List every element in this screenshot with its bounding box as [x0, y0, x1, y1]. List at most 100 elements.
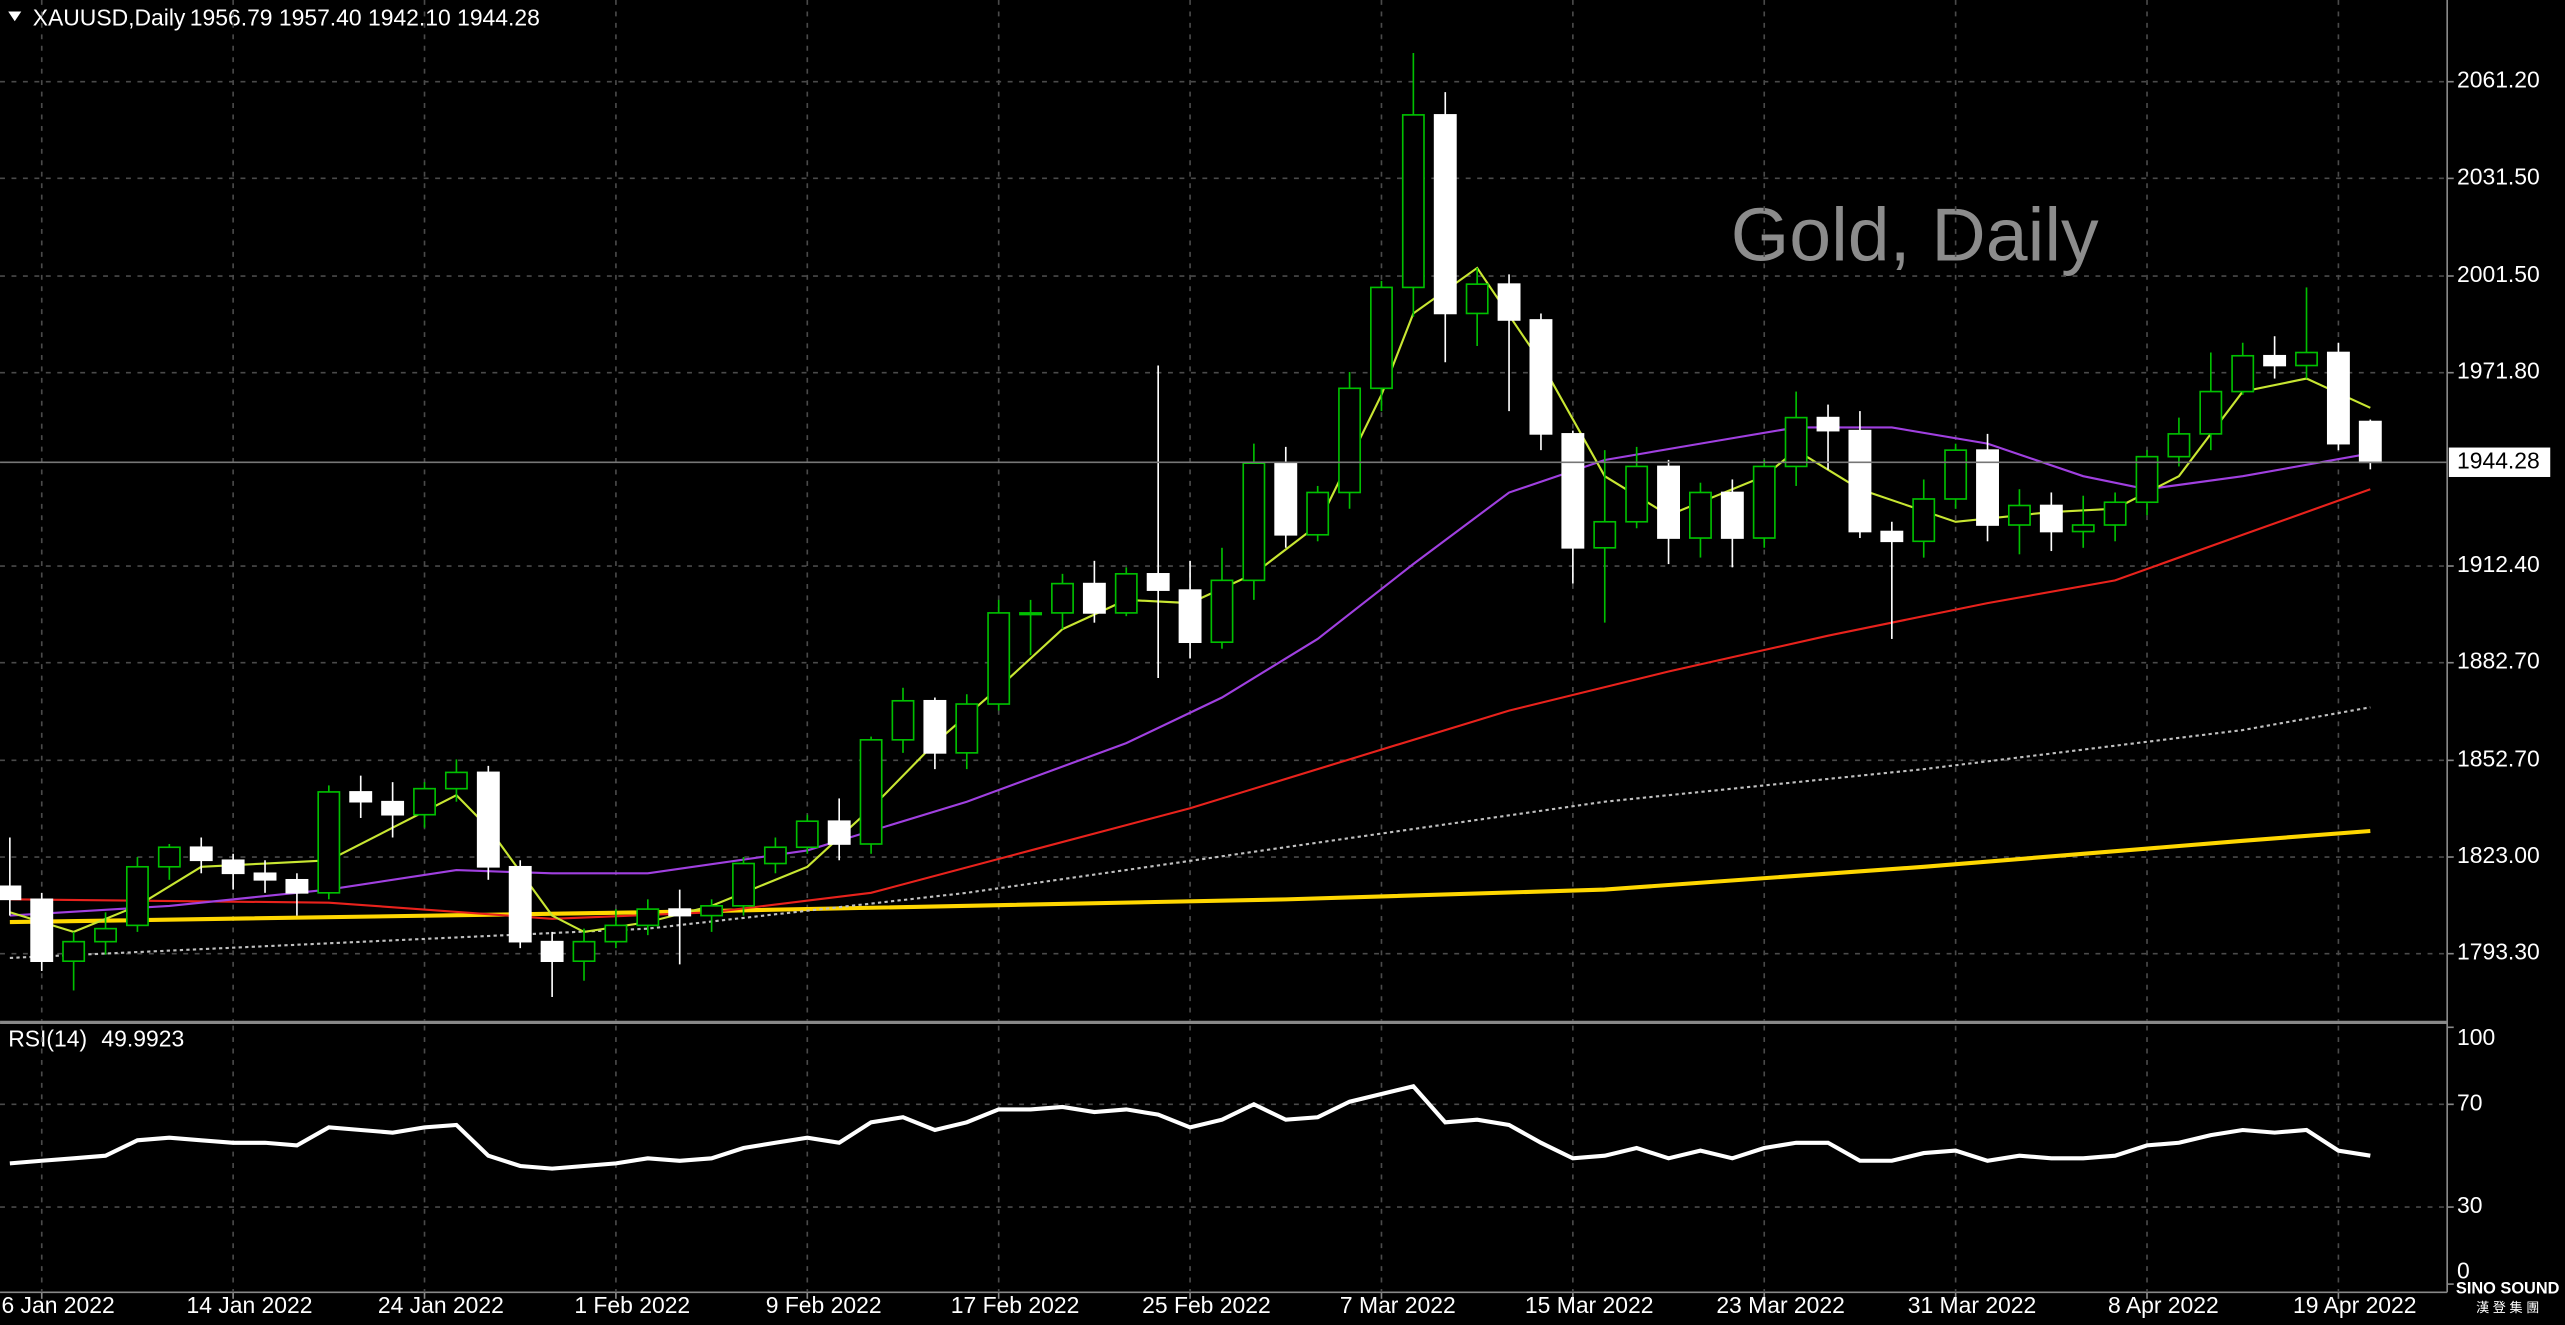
candle-body — [1593, 520, 1617, 549]
last-price-label: 1944.28 — [2457, 447, 2540, 473]
candle-body — [317, 791, 341, 894]
candle-body — [1880, 530, 1904, 543]
candle-body — [763, 846, 787, 865]
candle-body — [1497, 283, 1521, 321]
candle-body — [1784, 416, 1808, 468]
moving-average — [9, 488, 2371, 920]
candle-body — [1944, 449, 1968, 500]
rsi-current: 49.9923 — [101, 1025, 184, 1051]
candle-body — [1274, 462, 1298, 536]
candle-body — [94, 927, 117, 943]
candle-body — [2263, 354, 2287, 367]
symbol-title: XAUUSD,Daily — [33, 5, 186, 31]
candle-body — [891, 699, 915, 741]
candle-body — [795, 820, 819, 849]
candle-body — [1657, 465, 1680, 539]
moving-average — [9, 426, 2371, 917]
y-tick-label: 0 — [2457, 1258, 2470, 1284]
candle-body — [1019, 612, 1043, 616]
candle-body — [221, 859, 245, 875]
x-tick-label: 24 Jan 2022 — [378, 1292, 504, 1318]
candle-body — [1433, 114, 1457, 315]
y-tick-label: 30 — [2457, 1192, 2482, 1218]
candle-body — [955, 703, 979, 754]
x-tick-label: 19 Apr 2022 — [2293, 1292, 2416, 1318]
y-tick-label: 70 — [2457, 1089, 2482, 1115]
candle-body — [1752, 465, 1776, 539]
candle-body — [1178, 589, 1202, 644]
candle-body — [476, 771, 500, 868]
candle-body — [349, 791, 373, 803]
candle-body — [2039, 504, 2063, 533]
x-tick-label: 8 Apr 2022 — [2108, 1292, 2219, 1318]
last-price-box — [2448, 447, 2551, 477]
rsi-title: RSI(14) — [8, 1025, 87, 1051]
candle-body — [30, 898, 54, 962]
candle-body — [1338, 387, 1362, 494]
y-tick-label: 2001.50 — [2457, 261, 2540, 287]
candle-body — [987, 612, 1011, 705]
candle-body — [859, 739, 883, 845]
y-tick-label: 100 — [2457, 1024, 2495, 1050]
candle-body — [1370, 286, 1393, 390]
candle-body — [2358, 420, 2382, 464]
candle-body — [1146, 573, 1170, 591]
candle-body — [700, 905, 724, 917]
candle-body — [253, 872, 277, 881]
candle-body — [1051, 582, 1074, 614]
y-tick-label: 2031.50 — [2457, 163, 2540, 189]
candle-body — [732, 862, 755, 907]
candle-body — [285, 878, 309, 894]
candle-body — [1912, 498, 1936, 543]
candle-body — [1306, 491, 1330, 536]
candle-body — [189, 846, 213, 862]
y-tick-label: 1912.40 — [2457, 551, 2540, 577]
y-tick-label: 1793.30 — [2457, 939, 2540, 965]
candle-body — [2167, 433, 2191, 458]
rsi-line — [9, 1084, 2371, 1171]
candle-body — [668, 908, 692, 917]
logo-sub: 漢 登 集 團 — [2476, 1300, 2539, 1315]
x-tick-label: 31 Mar 2022 — [1908, 1292, 2037, 1318]
candle-body — [923, 699, 947, 754]
x-tick-label: 7 Mar 2022 — [1340, 1292, 1456, 1318]
watermark: Gold, Daily — [1731, 192, 2099, 276]
candle-body — [1465, 283, 1489, 315]
ohlc-values: 1956.79 1957.40 1942.10 1944.28 — [190, 5, 540, 31]
x-tick-label: 6 Jan 2022 — [1, 1292, 114, 1318]
candle-body — [540, 940, 564, 962]
candle-body — [2231, 354, 2255, 393]
candle-body — [2326, 351, 2350, 445]
candle-body — [508, 865, 532, 943]
x-tick-label: 9 Feb 2022 — [766, 1292, 882, 1318]
candle-body — [2103, 501, 2127, 526]
candle-body — [125, 865, 149, 927]
logo: SINO SOUND — [2456, 1279, 2560, 1297]
y-tick-label: 1882.70 — [2457, 648, 2540, 674]
x-tick-label: 14 Jan 2022 — [186, 1292, 312, 1318]
candle-body — [381, 800, 405, 816]
x-tick-label: 25 Feb 2022 — [1142, 1292, 1271, 1318]
y-tick-label: 2061.20 — [2457, 67, 2540, 93]
candle-body — [572, 940, 596, 962]
candle-body — [157, 846, 181, 868]
dropdown-arrow[interactable] — [8, 11, 22, 22]
candle-body — [1210, 579, 1234, 644]
candle-body — [1976, 449, 1999, 526]
y-tick-label: 1823.00 — [2457, 842, 2540, 868]
moving-average — [9, 706, 2371, 959]
y-tick-label: 1971.80 — [2457, 358, 2540, 384]
candle-body — [1848, 429, 1872, 533]
candle-body — [1529, 319, 1553, 435]
candle-body — [62, 940, 86, 962]
candle-body — [2199, 390, 2223, 435]
candle-body — [1114, 573, 1138, 614]
candle-body — [444, 771, 468, 790]
candle-body — [1720, 491, 1744, 539]
candle-body — [1688, 491, 1712, 539]
candle-body — [413, 787, 436, 816]
candle-body — [0, 885, 22, 901]
candle-body — [1816, 416, 1840, 432]
candle-body — [1561, 433, 1585, 549]
